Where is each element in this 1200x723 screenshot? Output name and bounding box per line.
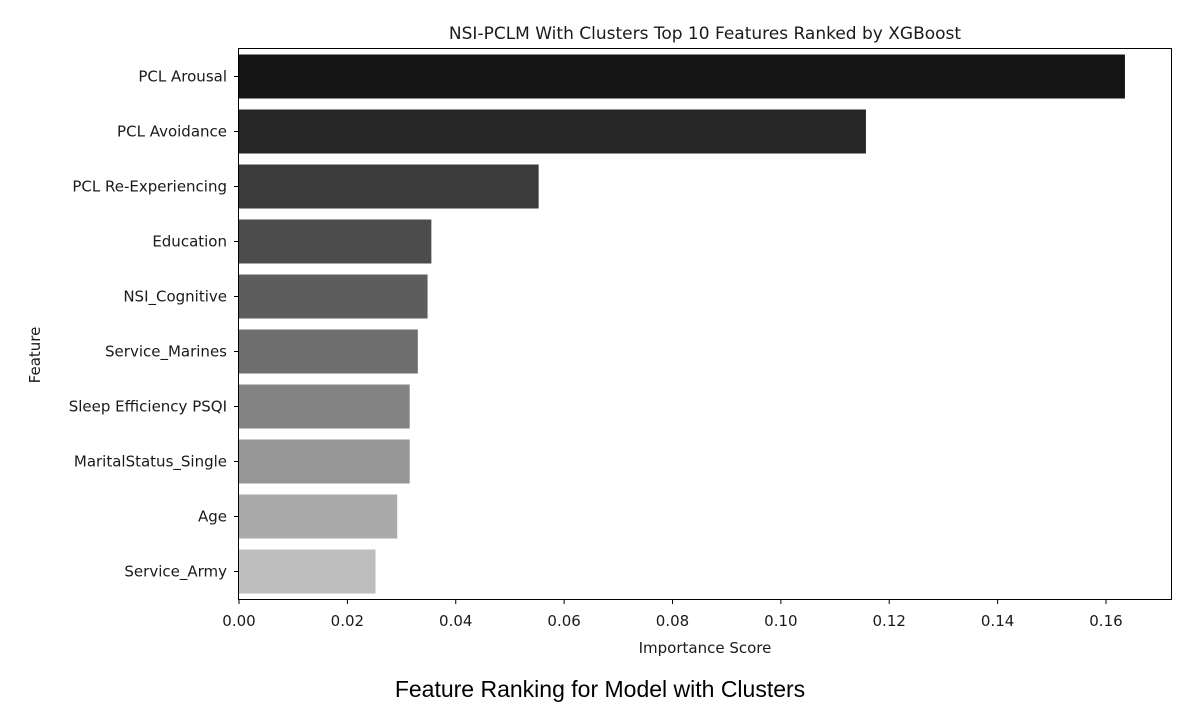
y-tick-label: Sleep Efficiency PSQI — [69, 398, 227, 416]
y-tick-label: Service_Marines — [105, 343, 227, 362]
bar-nsi-cognitive — [239, 274, 428, 319]
x-tick-label: 0.10 — [764, 612, 797, 630]
y-tick-label: PCL Re-Experiencing — [72, 178, 227, 196]
x-tick-label: 0.02 — [331, 612, 364, 630]
chart-title: NSI-PCLM With Clusters Top 10 Features R… — [449, 24, 961, 44]
plot-frame — [238, 48, 1172, 600]
bar-sleep-efficiency-psqi — [239, 384, 410, 429]
y-tick-label: Service_Army — [124, 563, 227, 582]
y-axis-label: Feature — [26, 327, 44, 384]
x-tick-label: 0.14 — [981, 612, 1014, 630]
bar-maritalstatus-single — [239, 439, 410, 484]
bar-service-army — [239, 549, 376, 594]
x-tick-label: 0.06 — [547, 612, 580, 630]
bar-pcl-avoidance — [239, 109, 866, 154]
x-tick-label: 0.04 — [439, 612, 472, 630]
bars-layer — [239, 54, 1125, 594]
x-tick-label: 0.16 — [1089, 612, 1122, 630]
y-tick-label: MaritalStatus_Single — [74, 453, 227, 472]
y-tick-label: Education — [152, 233, 227, 251]
y-tick-label: NSI_Cognitive — [123, 288, 227, 307]
bar-pcl-re-experiencing — [239, 164, 539, 209]
figure-caption: Feature Ranking for Model with Clusters — [394, 676, 806, 702]
x-axis-label: Importance Score — [639, 639, 772, 657]
y-tick-label: PCL Arousal — [138, 68, 227, 86]
bar-pcl-arousal — [239, 54, 1125, 99]
x-tick-label: 0.00 — [222, 612, 255, 630]
y-tick-layer: PCL Arousal PCL Avoidance PCL Re-Experienc… — [69, 68, 239, 582]
bar-age — [239, 494, 398, 539]
y-tick-label: Age — [198, 508, 227, 526]
x-tick-label: 0.12 — [873, 612, 906, 630]
bar-service-marines — [239, 329, 418, 374]
y-tick-label: PCL Avoidance — [117, 123, 227, 141]
x-tick-layer: 0.00 0.02 0.04 0.06 0.08 0.10 0.12 0.14 0.16 — [222, 599, 1123, 630]
bar-education — [239, 219, 432, 264]
x-tick-label: 0.08 — [656, 612, 689, 630]
